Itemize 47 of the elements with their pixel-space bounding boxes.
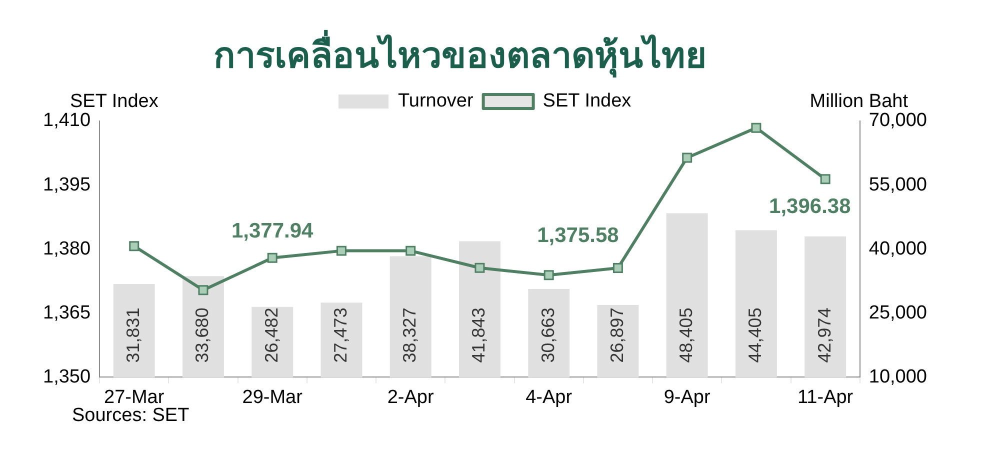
point [820, 174, 830, 184]
data-label: 33,680 [192, 308, 212, 363]
x-tick-label: 4-Apr [526, 386, 573, 408]
y2-tick-label: 25,000 [868, 302, 928, 324]
y-tick-label: 1,365 [43, 302, 91, 324]
x-tick-label: 11-Apr [798, 386, 854, 408]
y2-tick-label: 70,000 [868, 110, 928, 132]
point [751, 122, 762, 133]
x-tick-label: 27-Mar [104, 386, 165, 408]
data-label: 44,405 [745, 308, 766, 363]
point [612, 262, 623, 273]
y2-tick-label: 55,000 [868, 174, 928, 196]
data-label: 1,375.58 [537, 224, 620, 247]
data-label: 30,663 [538, 308, 558, 363]
data-label: 42,974 [814, 308, 834, 363]
y-tick-label: 1,395 [43, 174, 91, 196]
y-tick-label: 1,350 [43, 366, 91, 388]
x-tick-label: 9-Apr [664, 386, 711, 408]
point [682, 152, 692, 163]
point [198, 285, 208, 296]
x-tick-label: 29-Mar [242, 386, 304, 408]
y-tick-label: 1,380 [43, 238, 91, 260]
y2-tick-label: 40,000 [868, 238, 928, 260]
x-tick-label: 2-Apr [387, 386, 434, 408]
data-label: 26,482 [261, 308, 282, 363]
data-label: 1,396.38 [769, 194, 852, 218]
point [129, 241, 140, 252]
legend-label: Turnover [398, 90, 474, 112]
chart-title: การเคลื่อนไหวของตลาดหุ้นไทย [214, 29, 706, 78]
data-label: 48,405 [676, 308, 696, 363]
legend-label: SET Index [542, 90, 632, 112]
point [406, 246, 416, 256]
point [474, 262, 485, 273]
data-label: 38,327 [400, 308, 420, 363]
y2-axis-title: Million Baht [810, 91, 909, 112]
data-label: 26,897 [606, 308, 627, 363]
point [544, 270, 554, 280]
y-tick-label: 1,410 [43, 110, 91, 132]
data-label: 31,831 [123, 308, 144, 363]
data-label: 41,843 [468, 308, 489, 363]
y2-tick-label: 10,000 [868, 366, 928, 388]
data-label: 27,473 [330, 308, 350, 363]
point [267, 252, 278, 263]
y-axis-title: SET Index [70, 91, 159, 112]
data-label: 1,377.94 [231, 220, 314, 243]
point [336, 246, 346, 256]
source-note: Sources: SET [72, 405, 190, 426]
